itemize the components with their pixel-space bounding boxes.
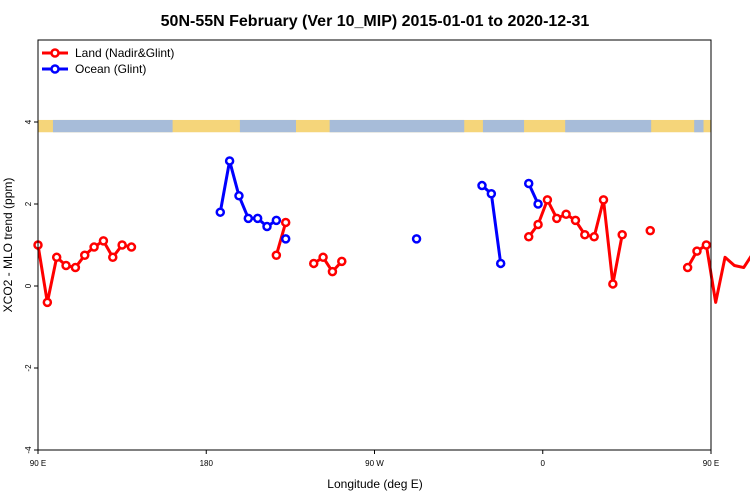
data-point [98,236,109,246]
series-line [312,255,343,274]
data-point [486,189,497,199]
ocean-strip [565,119,652,133]
data-point [308,258,319,269]
data-point [271,215,282,226]
data-point [617,230,627,240]
legend-marker [50,48,60,58]
chart-title: 50N-55N February (Ver 10_MIP) 2015-01-01… [161,13,590,30]
legend: Land (Nadir&Glint) Ocean (Glint) [42,46,174,76]
data-point [608,279,618,289]
data-point [598,195,609,205]
data-point [280,234,291,244]
ocean-strip [329,119,465,133]
data-point [252,213,263,224]
data-point [70,262,81,273]
legend-label: Land (Nadir&Glint) [75,46,174,60]
data-point [337,256,347,267]
data-point [280,217,291,228]
ocean-strip [52,119,173,133]
data-point [542,195,553,205]
ocean-strip [482,119,525,133]
data-point [692,246,702,256]
legend-marker [50,64,60,74]
data-point [552,213,562,224]
ocean-strip [239,119,296,133]
series-layer [33,156,750,308]
y-tick-label: -2 [24,364,33,372]
legend-label: Ocean (Glint) [75,62,146,76]
data-point [523,232,534,242]
data-point [682,262,693,273]
data-point [224,156,235,166]
data-point [533,199,543,209]
data-point [327,266,338,277]
data-point [495,258,506,269]
data-point [262,221,272,232]
data-point [645,225,655,236]
data-point [477,180,487,191]
y-tick-label: 2 [24,201,33,206]
data-point [701,240,712,250]
data-point [533,219,543,230]
data-point [589,232,599,242]
data-point [79,250,90,260]
data-point [580,230,590,240]
series-ocean [215,156,543,269]
x-tick-label: 90 E [703,459,719,468]
data-point [215,207,226,217]
series-land [33,195,750,308]
data-point [271,250,282,260]
data-point [570,215,581,226]
data-point [234,191,244,201]
x-tick-label: 180 [200,459,214,468]
ocean-strip [694,119,704,133]
y-axis: -4 -2 0 2 4 [24,119,38,454]
data-point [523,178,534,189]
y-tick-label: -4 [24,446,33,454]
x-axis-label: Longitude (deg E) [327,477,422,491]
data-point [108,252,118,263]
data-point [243,213,254,224]
y-axis-label: XCO2 - MLO trend (ppm) [1,178,15,313]
data-point [126,242,137,252]
data-point [411,234,422,244]
data-point [61,260,71,271]
data-point [89,242,99,252]
x-tick-label: 0 [541,459,546,468]
data-point [51,252,62,263]
data-point [117,240,127,250]
land-ocean-strip [38,119,711,133]
data-point [561,209,571,219]
y-tick-label: 0 [24,283,33,288]
data-point [42,297,53,308]
data-point [318,252,328,263]
x-tick-label: 90 E [30,459,46,468]
x-axis: 90 E 180 90 W 0 90 E [30,450,719,468]
y-tick-label: 4 [24,119,33,124]
x-tick-label: 90 W [365,459,384,468]
